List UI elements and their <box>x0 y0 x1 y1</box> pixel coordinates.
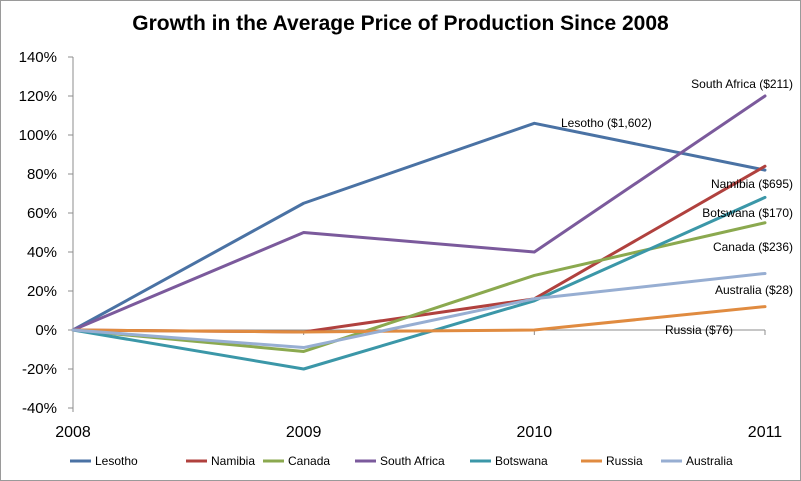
legend-item: Canada <box>263 454 330 468</box>
legend-item: Australia <box>661 454 733 468</box>
series-annotation: Australia ($28) <box>715 283 793 297</box>
y-tick-label: -40% <box>22 400 57 417</box>
axis-lines <box>68 56 766 412</box>
legend-label: Lesotho <box>95 454 138 468</box>
legend-label: Canada <box>288 454 330 468</box>
chart-title: Growth in the Average Price of Productio… <box>132 12 669 35</box>
series-annotation: Lesotho ($1,602) <box>561 116 652 130</box>
series-annotation: Canada ($236) <box>713 240 793 254</box>
legend-label: Russia <box>606 454 643 468</box>
y-axis-tick-labels: 140% 120% 100% 80% 60% 40% 20% 0% -20% -40% <box>19 49 57 417</box>
y-tick-label: 80% <box>27 166 57 183</box>
x-tick-label: 2011 <box>748 424 783 441</box>
y-tick-label: 0% <box>35 322 57 339</box>
legend-item: Namibia <box>186 454 255 468</box>
series-annotation: Russia ($76) <box>665 323 733 337</box>
legend-label: South Africa <box>380 454 445 468</box>
x-tick-label: 2010 <box>517 424 553 441</box>
legend-label: Australia <box>686 454 733 468</box>
series-line-lesotho <box>71 121 767 332</box>
series-line-south-africa <box>71 94 767 332</box>
series-line-russia <box>71 305 767 334</box>
legend-item: Botswana <box>470 454 548 468</box>
x-tick-label: 2009 <box>286 424 322 441</box>
series-annotation: South Africa ($211) <box>691 77 793 91</box>
chart-legend: Lesotho Namibia Canada South Africa Botswana… <box>70 454 733 468</box>
series-annotations: Lesotho ($1,602) Namibia ($695) Canada ($2… <box>561 77 793 337</box>
series-lines <box>71 94 767 371</box>
series-annotation: Namibia ($695) <box>711 177 793 191</box>
series-annotation: Botswana ($170) <box>702 206 793 220</box>
y-tick-label: -20% <box>22 361 57 378</box>
series-line-australia <box>71 271 767 350</box>
y-tick-label: 40% <box>27 244 57 261</box>
legend-label: Botswana <box>495 454 548 468</box>
x-axis-tick-labels: 2008 2009 2010 2011 <box>55 424 782 441</box>
legend-item: Russia <box>581 454 643 468</box>
y-tick-label: 120% <box>19 88 57 105</box>
y-tick-label: 140% <box>19 49 57 66</box>
legend-label: Namibia <box>211 454 255 468</box>
y-tick-label: 60% <box>27 205 57 222</box>
y-tick-label: 100% <box>19 127 57 144</box>
x-tick-label: 2008 <box>55 424 91 441</box>
y-tick-label: 20% <box>27 283 57 300</box>
series-line-namibia <box>71 164 767 334</box>
legend-item: Lesotho <box>70 454 138 468</box>
legend-item: South Africa <box>355 454 445 468</box>
series-line-botswana <box>71 195 767 371</box>
